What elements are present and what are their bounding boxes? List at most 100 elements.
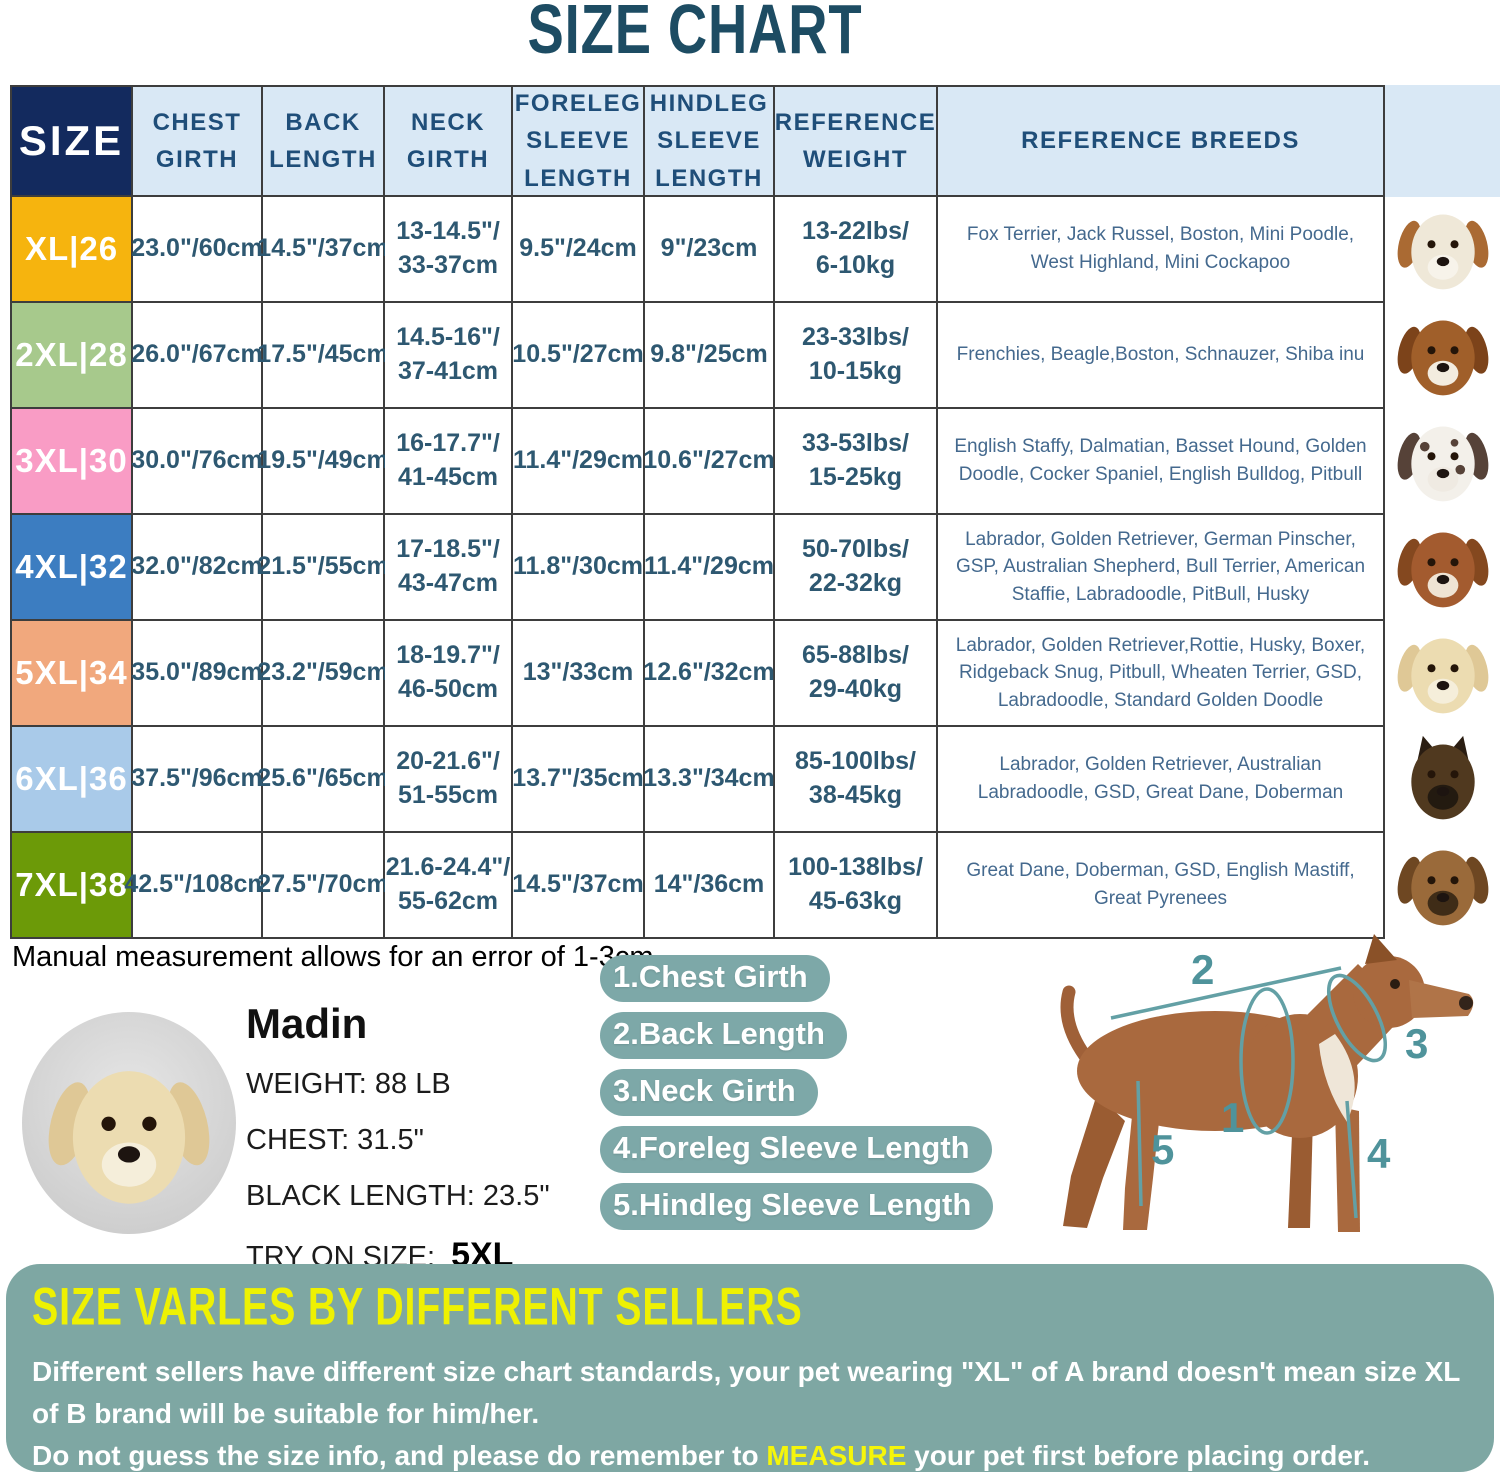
labrador-icon — [48, 1070, 210, 1204]
great-dane-photo — [1385, 833, 1500, 939]
reference-weight-cell: 65-88lbs/ 29-40kg — [775, 621, 938, 727]
page-title: SIZE CHART — [527, 0, 863, 68]
dog-tail — [1060, 985, 1092, 1063]
hindleg-sleeve-cell: 10.6"/27cm — [643, 409, 775, 515]
size-cell: 6XL|36 — [10, 727, 133, 833]
back-length-cell: 17.5"/45cm — [257, 303, 389, 409]
beagle-icon — [1397, 320, 1488, 396]
american-staffordshire-icon — [1397, 532, 1488, 608]
dog-measurement-diagram: 2 3 1 4 5 — [1060, 934, 1474, 1232]
reference-breeds-cell: Labrador, Golden Retriever,Rottie, Husky… — [938, 621, 1385, 727]
measurement-lines — [1110, 966, 1388, 1219]
size-cell: 3XL|30 — [10, 409, 133, 515]
labrador-photo — [44, 1023, 214, 1224]
header-hindleg-sleeve-length: HINDLEG SLEEVE LENGTH — [645, 85, 775, 197]
reference-breeds-cell: English Staffy, Dalmatian, Basset Hound,… — [938, 409, 1385, 515]
warning-line1: Different sellers have different size ch… — [32, 1356, 1460, 1429]
german-shepherd-photo — [1385, 727, 1500, 833]
labrador-icon — [1397, 638, 1488, 714]
diagram-number-5: 5 — [1151, 1126, 1174, 1173]
neck-girth-cell: 13-14.5"/ 33-37cm — [385, 197, 513, 303]
dog-ear — [1365, 934, 1397, 964]
header-foreleg-sleeve-length: FORELEG SLEEVE LENGTH — [513, 85, 645, 197]
reference-weight-cell: 23-33lbs/ 10-15kg — [775, 303, 938, 409]
foreleg-sleeve-cell: 14.5"/37cm — [512, 833, 645, 939]
table-row: XL|26 23.0"/60cm 14.5"/37cm 13-14.5"/ 33-37… — [10, 197, 1500, 303]
warning-line2-pre: Do not guess the size info, and please d… — [32, 1440, 767, 1471]
foreleg-sleeve-cell: 13"/33cm — [513, 621, 645, 727]
jack-russell-terrier-icon — [1397, 214, 1488, 290]
table-row: 5XL|34 35.0"/89cm 23.2"/59cm 18-19.7"/ 46-5… — [10, 621, 1500, 727]
example-dog-back-length: BLACK LENGTH: 23.5" — [246, 1180, 550, 1212]
reference-weight-cell: 50-70lbs/ 22-32kg — [775, 515, 938, 621]
foreleg-sleeve-cell: 13.7"/35cm — [512, 727, 645, 833]
size-cell: 7XL|38 — [10, 833, 133, 939]
reference-weight-cell: 100-138lbs/ 45-63kg — [775, 833, 938, 939]
beagle-photo — [1385, 303, 1500, 409]
size-cell: 4XL|32 — [10, 515, 133, 621]
legend-back-length: 2.Back Length — [600, 1012, 847, 1059]
header-reference-weight: REFERENCE WEIGHT — [775, 85, 938, 197]
hindleg-sleeve-cell: 9.8"/25cm — [645, 303, 775, 409]
foreleg-sleeve-cell: 9.5"/24cm — [513, 197, 645, 303]
example-dog-weight: WEIGHT: 88 LB — [246, 1068, 451, 1100]
chest-girth-cell: 37.5"/96cm — [131, 727, 263, 833]
hindleg-sleeve-cell: 13.3"/34cm — [643, 727, 775, 833]
reference-weight-cell: 33-53lbs/ 15-25kg — [775, 409, 938, 515]
chest-girth-cell: 35.0"/89cm — [131, 621, 263, 727]
back-length-cell: 14.5"/37cm — [257, 197, 389, 303]
warning-text: Different sellers have different size ch… — [32, 1351, 1468, 1477]
diagram-number-2: 2 — [1191, 946, 1214, 993]
legend-chest-girth: 1.Chest Girth — [600, 955, 830, 1002]
reference-breeds-cell: Great Dane, Doberman, GSD, English Masti… — [938, 833, 1385, 939]
table-header: SIZE CHEST GIRTH BACK LENGTH NECK GIRTH FORE… — [10, 85, 1500, 197]
hindleg-sleeve-cell: 9"/23cm — [645, 197, 775, 303]
back-length-cell: 21.5"/55cm — [257, 515, 389, 621]
header-size: SIZE — [10, 85, 133, 197]
back-length-cell: 23.2"/59cm — [257, 621, 389, 727]
legend-hindleg-sleeve-length: 5.Hindleg Sleeve Length — [600, 1183, 994, 1230]
reference-breeds-cell: Fox Terrier, Jack Russel, Boston, Mini P… — [938, 197, 1385, 303]
measurement-legend: 1.Chest Girth 2.Back Length 3.Neck Girth… — [600, 955, 994, 1230]
neck-girth-cell: 20-21.6"/ 51-55cm — [385, 727, 513, 833]
hindleg-sleeve-cell: 11.4"/29cm — [644, 515, 775, 621]
neck-girth-cell: 14.5-16"/ 37-41cm — [385, 303, 513, 409]
legend-foreleg-sleeve-length: 4.Foreleg Sleeve Length — [600, 1126, 992, 1173]
header-neck-girth: NECK GIRTH — [385, 85, 513, 197]
example-dog-photo — [22, 1012, 236, 1234]
german-shepherd-icon — [1410, 735, 1475, 820]
foreleg-sleeve-cell: 11.4"/29cm — [513, 409, 645, 515]
dalmatian-photo — [1385, 409, 1500, 515]
foreleg-sleeve-cell: 10.5"/27cm — [512, 303, 645, 409]
dog-nose — [1459, 996, 1473, 1010]
american-staffordshire-photo — [1385, 515, 1500, 621]
table-row: 4XL|32 32.0"/82cm 21.5"/55cm 17-18.5"/ 43-4… — [10, 515, 1500, 621]
measurement-error-note: Manual measurement allows for an error o… — [12, 941, 654, 973]
neck-girth-cell: 21.6-24.4"/ 55-62cm — [385, 833, 513, 939]
reference-weight-cell: 13-22lbs/ 6-10kg — [775, 197, 938, 303]
diagram-number-3: 3 — [1405, 1020, 1428, 1067]
chest-girth-cell: 26.0"/67cm — [131, 303, 263, 409]
reference-breeds-cell: Labrador, Golden Retriever, Australian L… — [938, 727, 1385, 833]
neck-girth-cell: 17-18.5"/ 43-47cm — [385, 515, 513, 621]
example-dog-info: Madin WEIGHT: 88 LB CHEST: 31.5" BLACK L… — [246, 1000, 550, 1275]
example-dog-name: Madin — [246, 1000, 368, 1047]
neck-girth-cell: 18-19.7"/ 46-50cm — [385, 621, 513, 727]
measure-highlight: MEASURE — [766, 1440, 907, 1471]
dog-eye — [1390, 979, 1400, 989]
warning-line2-post: your pet first before placing order. — [906, 1440, 1371, 1471]
size-cell: 2XL|28 — [10, 303, 133, 409]
reference-breeds-cell: Frenchies, Beagle,Boston, Schnauzer, Shi… — [938, 303, 1385, 409]
legend-neck-girth: 3.Neck Girth — [600, 1069, 818, 1116]
diagram-number-1: 1 — [1221, 1094, 1244, 1141]
back-length-cell: 25.6"/65cm — [257, 727, 389, 833]
example-dog-chest: CHEST: 31.5" — [246, 1124, 424, 1156]
warning-heading: SIZE VARLES BY DIFFERENT SELLERS — [32, 1278, 803, 1337]
jack-russell-terrier-photo — [1385, 197, 1500, 303]
header-reference-breeds: REFERENCE BREEDS — [938, 85, 1385, 197]
hindleg-sleeve-cell: 14"/36cm — [645, 833, 775, 939]
back-length-cell: 27.5"/70cm — [257, 833, 389, 939]
header-row: SIZE CHEST GIRTH BACK LENGTH NECK GIRTH FORE… — [10, 85, 1500, 197]
table-body: XL|26 23.0"/60cm 14.5"/37cm 13-14.5"/ 33-37… — [10, 197, 1500, 939]
back-length-cell: 19.5"/49cm — [257, 409, 389, 515]
